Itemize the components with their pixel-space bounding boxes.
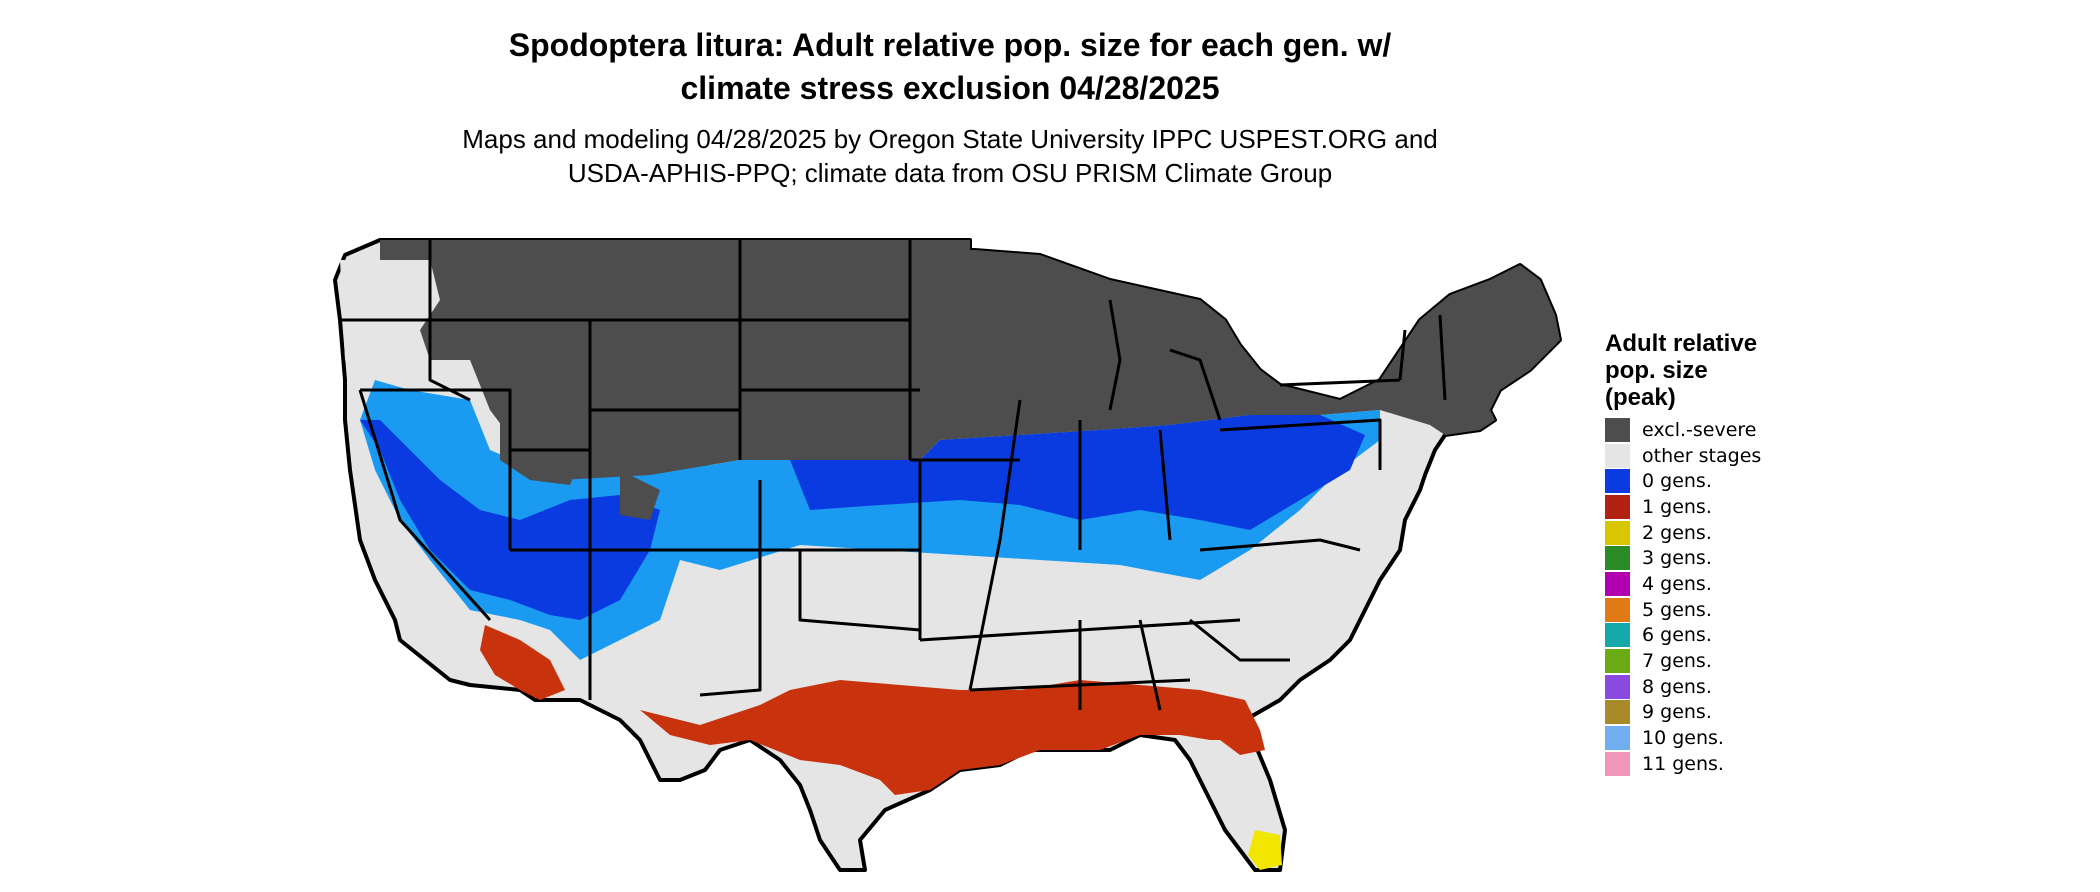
border-new-york <box>1279 378 1401 387</box>
border-new-england <box>1398 314 1447 401</box>
border-alabama-georgia <box>1078 619 1162 711</box>
legend-title-line-1: Adult relative <box>1605 330 1758 357</box>
legend-swatch <box>1605 443 1630 468</box>
border-california-nevada <box>358 389 492 622</box>
map-subtitle: Maps and modeling 04/28/2025 by Oregon S… <box>0 122 1900 190</box>
border-michigan <box>1108 299 1222 421</box>
legend-title-line-2: pop. size <box>1605 357 1708 384</box>
legend-label: 8 gens. <box>1642 675 1712 698</box>
legend-swatch <box>1605 469 1630 494</box>
legend-label: other stages <box>1642 444 1762 467</box>
legend-item: 0 gens. <box>1605 468 1761 494</box>
legend-swatch <box>1605 700 1630 725</box>
one-gen-florida <box>1200 690 1265 755</box>
legend-label: 1 gens. <box>1642 495 1712 518</box>
map-title: Spodoptera litura: Adult relative pop. s… <box>0 24 1900 110</box>
border-ohio <box>1158 429 1172 541</box>
legend-item: 8 gens. <box>1605 674 1761 700</box>
zero-gen-dark-band <box>790 415 1365 530</box>
legend-label: 7 gens. <box>1642 650 1712 673</box>
border-mississippi <box>968 399 1022 691</box>
legend-label: 3 gens. <box>1642 547 1712 570</box>
legend-label: 10 gens. <box>1642 727 1724 750</box>
legend-swatch <box>1605 751 1630 776</box>
legend-label: excl.-severe <box>1642 418 1757 441</box>
title-line-2: climate stress exclusion 04/28/2025 <box>680 70 1220 106</box>
subtitle-line-1: Maps and modeling 04/28/2025 by Oregon S… <box>462 124 1438 154</box>
legend-label: 9 gens. <box>1642 701 1712 724</box>
legend-item: 4 gens. <box>1605 571 1761 597</box>
border-carolinas <box>1189 618 1290 662</box>
border-idaho-west <box>428 240 471 402</box>
legend-swatch <box>1605 494 1630 519</box>
legend-item: 7 gens. <box>1605 648 1761 674</box>
legend-title-line-3: (peak) <box>1605 384 1676 411</box>
one-gen-southwest <box>480 625 565 700</box>
excluded-pockets-west <box>500 420 660 520</box>
legend-item: 5 gens. <box>1605 597 1761 623</box>
subtitle-line-2: USDA-APHIS-PPQ; climate data from OSU PR… <box>567 158 1333 188</box>
legend-label: 5 gens. <box>1642 598 1712 621</box>
legend-label: 6 gens. <box>1642 624 1712 647</box>
legend-item: 2 gens. <box>1605 520 1761 546</box>
border-oklahoma <box>798 550 921 632</box>
excluded-region <box>380 240 1560 480</box>
legend-swatch <box>1605 726 1630 751</box>
legend-swatch <box>1605 649 1630 674</box>
legend-swatch <box>1605 546 1630 571</box>
legend-swatch <box>1605 674 1630 699</box>
title-line-1: Spodoptera litura: Adult relative pop. s… <box>508 27 1392 63</box>
border-virginia <box>1199 538 1361 552</box>
legend-label: 11 gens. <box>1642 752 1724 775</box>
one-gen-gulf-coast <box>640 680 1245 795</box>
us-map <box>333 238 1562 872</box>
legend: Adult relative pop. size (peak) excl.-se… <box>1605 330 1761 777</box>
legend-label: 4 gens. <box>1642 572 1712 595</box>
legend-item: 9 gens. <box>1605 700 1761 726</box>
legend-swatch <box>1605 520 1630 545</box>
legend-label: 2 gens. <box>1642 521 1712 544</box>
border-pennsylvania <box>1219 418 1382 470</box>
legend-item: 3 gens. <box>1605 545 1761 571</box>
two-gen-south-florida <box>1248 830 1282 870</box>
legend-item: other stages <box>1605 443 1761 469</box>
legend-swatch <box>1605 597 1630 622</box>
border-utah <box>510 448 592 550</box>
legend-item: 6 gens. <box>1605 623 1761 649</box>
legend-item: 10 gens. <box>1605 725 1761 751</box>
legend-swatch <box>1605 417 1630 442</box>
border-nevada <box>360 388 512 550</box>
legend-item: 11 gens. <box>1605 751 1761 777</box>
legend-items: excl.-severe other stages 0 gens. 1 gens. 2 … <box>1605 417 1761 777</box>
state-borders <box>340 240 1447 711</box>
legend-item: excl.-severe <box>1605 417 1761 443</box>
legend-item: 1 gens. <box>1605 494 1761 520</box>
legend-label: 0 gens. <box>1642 470 1712 493</box>
legend-swatch <box>1605 623 1630 648</box>
legend-swatch <box>1605 571 1630 596</box>
